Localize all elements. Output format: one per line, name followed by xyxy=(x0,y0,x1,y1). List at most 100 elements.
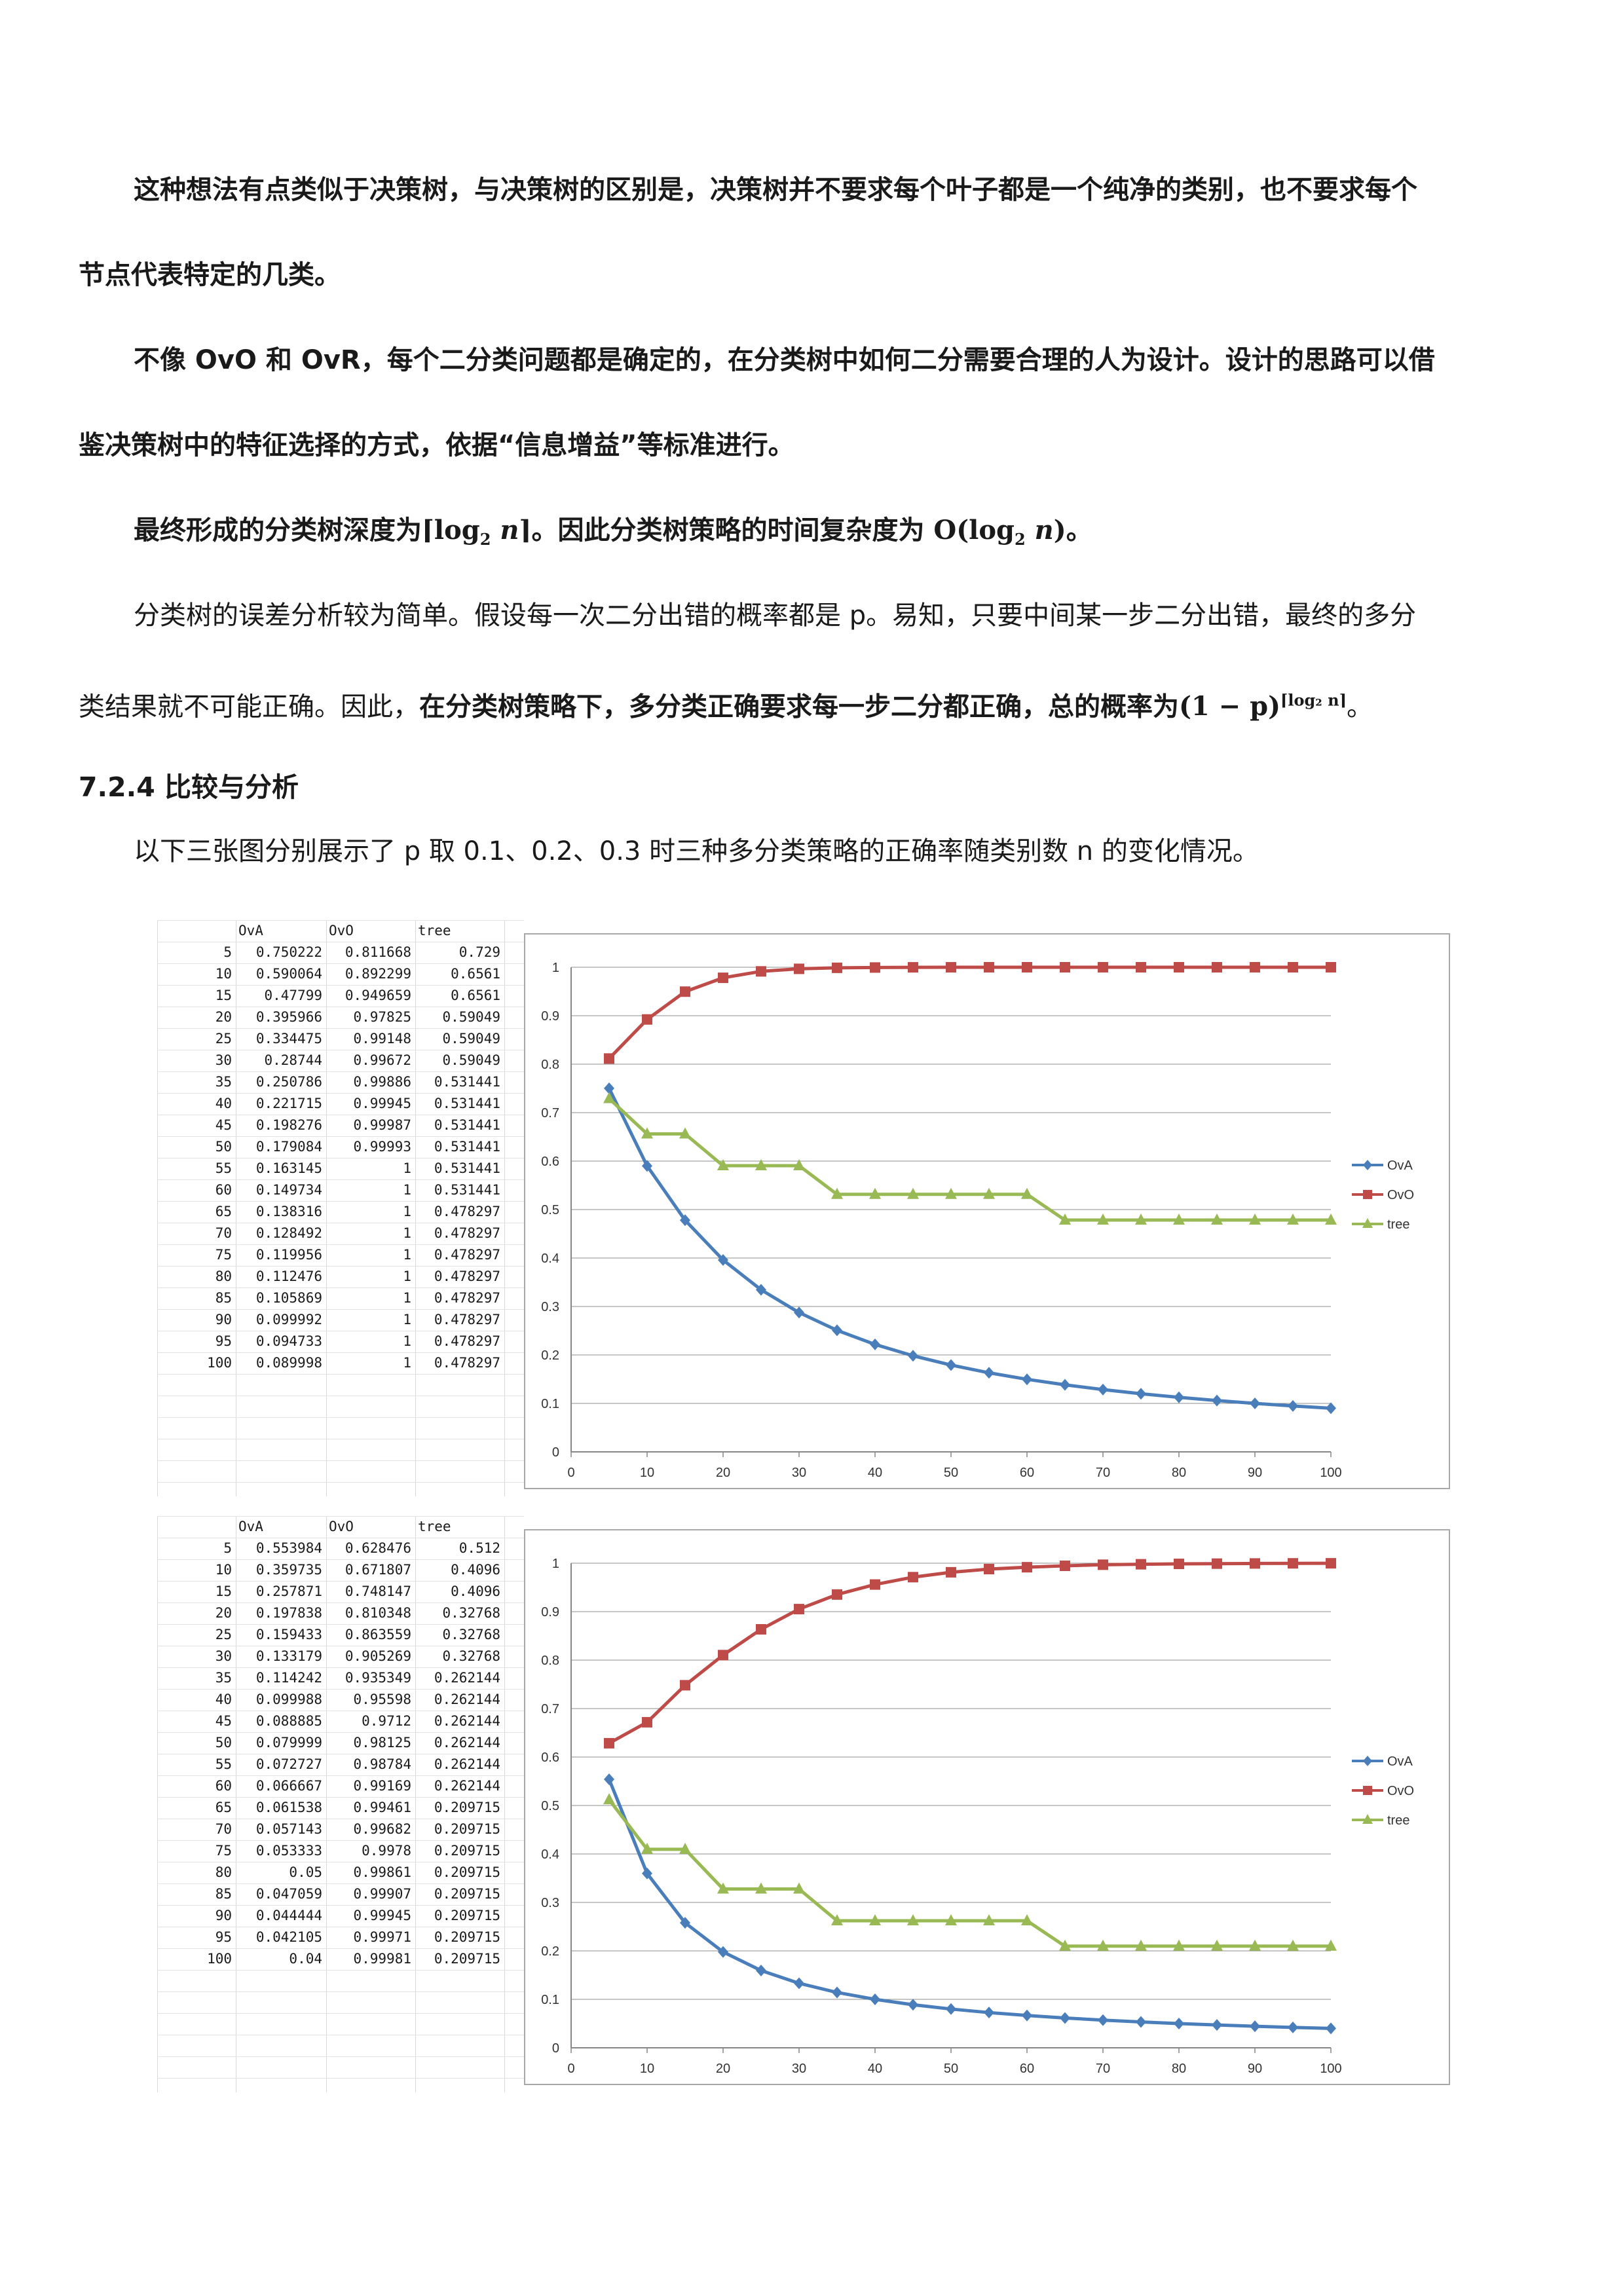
data-point-ova xyxy=(1136,1388,1146,1400)
table-cell: 0.99907 xyxy=(353,1886,411,1902)
x-tick-label: 30 xyxy=(792,1466,806,1480)
data-point-tree xyxy=(793,1159,805,1171)
grid-row-line xyxy=(157,1482,524,1483)
grid-row-line xyxy=(157,1559,524,1560)
table-cell: 0.99861 xyxy=(353,1864,411,1880)
table-cell: 20 xyxy=(215,1009,232,1025)
table-cell: 0.671807 xyxy=(345,1562,411,1578)
table-cell: 0.128492 xyxy=(255,1225,322,1241)
table-cell: 95 xyxy=(215,1929,232,1945)
table-cell: 0.97825 xyxy=(353,1009,411,1025)
table-cell: 0.729 xyxy=(458,944,500,960)
table-cell: 0.6561 xyxy=(451,966,500,982)
data-point-ovo xyxy=(1022,962,1032,972)
y-tick-label: 0.2 xyxy=(541,1348,559,1363)
data-point-ova xyxy=(1212,2019,1222,2031)
grid-row-line xyxy=(157,1732,524,1733)
y-tick-label: 0.4 xyxy=(541,1251,559,1266)
table-cell: 0.99169 xyxy=(353,1778,411,1794)
table-cell: 0.478297 xyxy=(434,1204,500,1219)
table-cell: 0.99945 xyxy=(353,1908,411,1923)
grid-row-line xyxy=(157,1136,524,1137)
y-tick-label: 0.7 xyxy=(541,1702,559,1716)
table-cell: 10 xyxy=(215,966,232,982)
table-cell: 15 xyxy=(215,1583,232,1599)
table-cell: 0.044444 xyxy=(255,1908,322,1923)
data-point-ova xyxy=(1250,2020,1260,2033)
grid-row-line xyxy=(157,1840,524,1841)
table-cell: 80 xyxy=(215,1864,232,1880)
table-cell: 0.32768 xyxy=(442,1605,500,1621)
table-cell: 0.59049 xyxy=(442,1009,500,1025)
paragraph-line: 类结果就不可能正确。因此，在分类树策略下，多分类正确要求每一步二分都正确，总的概… xyxy=(79,691,1373,722)
x-tick-label: 80 xyxy=(1172,1466,1186,1480)
table-cell: 0.478297 xyxy=(434,1268,500,1284)
table-cell: 0.179084 xyxy=(255,1139,322,1155)
table-cell: 1 xyxy=(403,1333,411,1349)
data-point-ovo xyxy=(1212,1558,1222,1569)
paragraph-text: 最终形成的分类树深度为 xyxy=(134,515,422,546)
table-cell: 40 xyxy=(215,1096,232,1111)
x-tick-label: 60 xyxy=(1020,2062,1034,2076)
data-point-ova xyxy=(946,2003,956,2015)
table-cell: 0.079999 xyxy=(255,1735,322,1750)
table-cell: 60 xyxy=(215,1182,232,1198)
series-line-tree xyxy=(608,1798,1331,1948)
table-cell: 65 xyxy=(215,1800,232,1815)
table-header-cell: OvA xyxy=(238,923,263,938)
table-cell: 0.209715 xyxy=(434,1908,500,1923)
data-point-ova xyxy=(1212,1394,1222,1407)
formula-depth: ⌈log2 n⌉ xyxy=(422,515,532,549)
y-tick-label: 0.1 xyxy=(541,1397,559,1411)
data-point-ova xyxy=(1022,2009,1032,2022)
data-point-ovo xyxy=(1288,962,1298,972)
grid-row-line xyxy=(157,2078,524,2079)
formula-probability: (1 − p)⌈log₂ n⌉ xyxy=(1179,691,1347,722)
table-header-cell: OvO xyxy=(329,1519,354,1534)
data-point-tree xyxy=(1325,1939,1337,1951)
table-cell: 0.149734 xyxy=(255,1182,322,1198)
data-point-tree xyxy=(907,1187,919,1199)
data-point-ovo xyxy=(680,1680,690,1691)
table-cell: 0.209715 xyxy=(434,1821,500,1837)
table-cell: 0.99682 xyxy=(353,1821,411,1837)
data-point-ovo xyxy=(1098,1559,1108,1570)
table-cell: 0.750222 xyxy=(255,944,322,960)
table-cell: 85 xyxy=(215,1886,232,1902)
data-point-ova xyxy=(1060,1379,1070,1391)
y-tick-label: 0.3 xyxy=(541,1896,559,1910)
data-point-ovo xyxy=(1326,962,1336,972)
data-point-tree xyxy=(717,1882,729,1894)
table-cell: 0.892299 xyxy=(345,966,411,982)
table-cell: 0.478297 xyxy=(434,1290,500,1306)
grid-row-line xyxy=(157,2013,524,2014)
x-tick-label: 40 xyxy=(868,2062,882,2076)
y-tick-label: 0 xyxy=(552,2041,559,2056)
paragraph-line: 分类树的误差分析较为简单。假设每一次二分出错的概率都是 p。易知，只要中间某一步… xyxy=(134,601,1417,631)
data-point-ovo xyxy=(642,1014,652,1025)
table-cell: 0.531441 xyxy=(434,1096,500,1111)
table-cell: 0.99148 xyxy=(353,1031,411,1046)
table-cell: 55 xyxy=(215,1160,232,1176)
table-cell: 0.99971 xyxy=(353,1929,411,1945)
grid-row-line xyxy=(157,1883,524,1884)
table-cell: 1 xyxy=(403,1160,411,1176)
y-tick-label: 0.5 xyxy=(541,1203,559,1217)
table-cell: 5 xyxy=(223,944,232,960)
table-cell: 55 xyxy=(215,1756,232,1772)
grid-row-line xyxy=(157,1602,524,1603)
data-point-tree xyxy=(1135,1213,1147,1225)
x-tick-label: 30 xyxy=(792,2062,806,2076)
grid-row-line xyxy=(157,1970,524,1971)
data-point-tree xyxy=(1211,1213,1223,1225)
data-point-tree xyxy=(641,1842,653,1854)
data-point-ova xyxy=(870,1993,880,2006)
data-point-tree xyxy=(1173,1213,1185,1225)
grid-row-line xyxy=(157,1689,524,1690)
grid-row-line xyxy=(157,1905,524,1906)
data-point-ovo xyxy=(1136,962,1146,972)
grid-row-line xyxy=(157,1460,524,1461)
grid-col-line xyxy=(415,920,416,1496)
data-point-ova xyxy=(794,1977,804,1990)
data-point-tree xyxy=(1249,1939,1261,1951)
